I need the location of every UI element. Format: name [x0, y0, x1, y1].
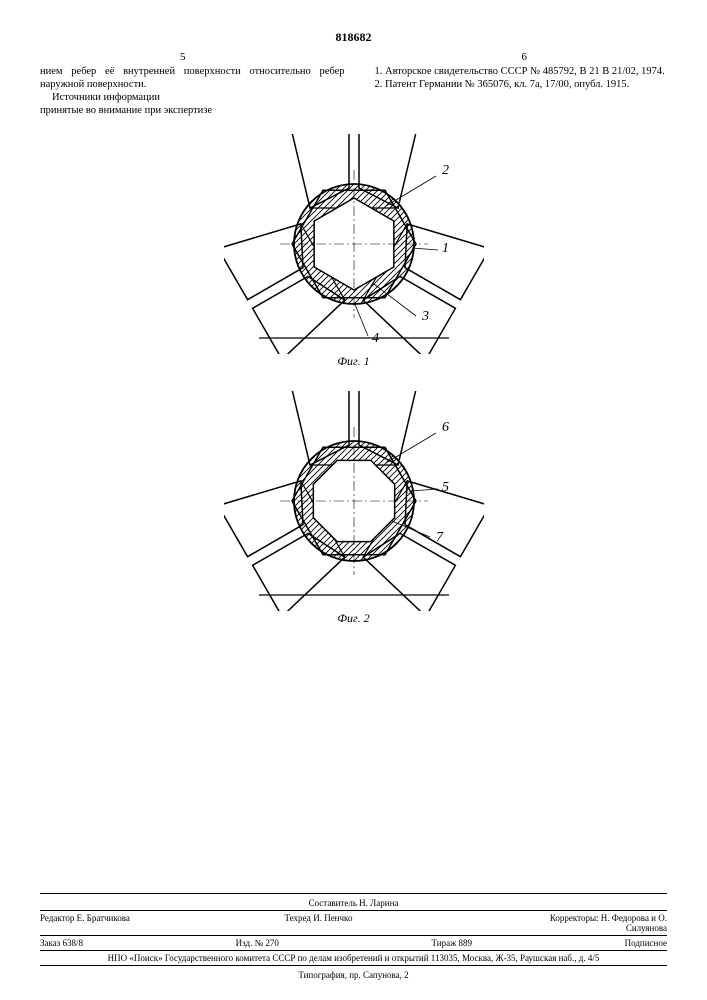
col-num-left: 5 [180, 51, 186, 63]
svg-text:5: 5 [442, 480, 449, 495]
footer-editor: Редактор Е. Братчикова [40, 913, 130, 933]
svg-text:1: 1 [442, 241, 449, 256]
text-columns: нием ребер её внутренней поверхности отн… [40, 65, 667, 118]
right-p2: 2. Патент Германии № 365076, кл. 7a, 17/… [363, 78, 630, 91]
fig1-svg: 2 1 3 4 [224, 134, 484, 354]
figure-2: 6 5 7 Фиг. 2 [224, 391, 484, 626]
left-p3: принятые во внимание при экспертизе [40, 105, 212, 116]
svg-text:4: 4 [372, 331, 379, 346]
fig1-caption: Фиг. 1 [224, 354, 484, 369]
left-p1: нием ребер её внутренней поверхности отн… [40, 66, 345, 90]
footer-correctors: Корректоры: Н. Федорова и О. Силуянова [507, 913, 667, 933]
doc-number: 818682 [40, 30, 667, 45]
figure-1: 2 1 3 4 Фиг. 1 [224, 134, 484, 369]
left-column: нием ребер её внутренней поверхности отн… [40, 65, 345, 118]
footer-compiler: Составитель Н. Ларина [40, 898, 667, 910]
footer-izd: Изд. № 270 [236, 938, 279, 948]
footer-org: НПО «Поиск» Государственного комитета СС… [40, 951, 667, 966]
column-numbers: 5 6 [40, 51, 667, 63]
svg-text:2: 2 [442, 163, 449, 178]
footer-order: Заказ 638/8 [40, 938, 83, 948]
footer-tirazh: Тираж 889 [431, 938, 472, 948]
right-column: 1. Авторское свидетельство СССР № 485792… [363, 65, 668, 118]
footer: Составитель Н. Ларина Редактор Е. Братчи… [40, 893, 667, 980]
left-p2: Источники информации [40, 91, 160, 104]
footer-typography: Типография, пр. Сапунова, 2 [40, 966, 667, 980]
right-p1: 1. Авторское свидетельство СССР № 485792… [363, 65, 665, 78]
svg-text:3: 3 [421, 309, 429, 324]
svg-text:7: 7 [436, 530, 444, 545]
col-num-right: 6 [522, 51, 528, 63]
fig2-caption: Фиг. 2 [224, 611, 484, 626]
footer-podpisnoe: Подписное [625, 938, 667, 948]
fig2-svg: 6 5 7 [224, 391, 484, 611]
figures-area: 2 1 3 4 Фиг. 1 6 5 7 Фиг. 2 [40, 128, 667, 894]
footer-techred: Техред И. Пенчко [284, 913, 352, 933]
svg-text:6: 6 [442, 420, 449, 435]
